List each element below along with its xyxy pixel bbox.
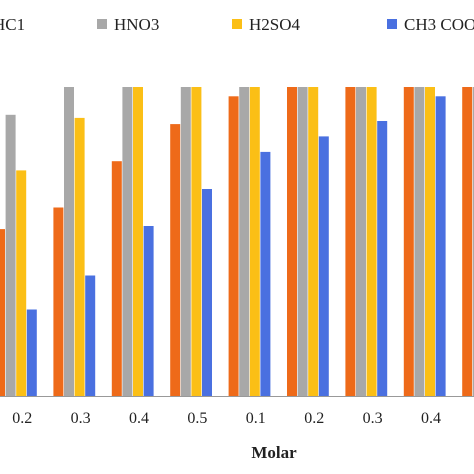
legend-swatch-ch3-cooh	[387, 19, 397, 29]
legend-label-ch3-cooh: CH3 COOH	[404, 15, 474, 34]
bar-ch3-cooh-0	[26, 309, 37, 396]
bar-h2so4-2	[133, 87, 143, 396]
bar-ch3-cooh-3	[202, 189, 212, 396]
bar-hc1-5	[287, 87, 297, 396]
bar-hc1-7	[403, 87, 414, 396]
bar-ch3-cooh-7	[435, 96, 446, 397]
bar-hno3-8	[472, 87, 474, 396]
x-tick-label: 0.2	[304, 410, 324, 427]
legend-label-hc1: HC1	[0, 15, 25, 34]
x-tick-label: 0.1	[246, 410, 266, 427]
bar-hno3-0	[5, 114, 16, 397]
bar-hno3-4	[239, 87, 250, 396]
bar-h2so4-4	[249, 87, 260, 396]
bar-hc1-4	[228, 96, 239, 397]
bar-hc1-8	[462, 87, 473, 396]
bar-ch3-cooh-5	[318, 136, 329, 396]
bar-ch3-cooh-1	[85, 275, 96, 396]
bar-hno3-7	[414, 87, 425, 396]
bar-h2so4-3	[191, 87, 202, 396]
bars	[0, 87, 474, 397]
legend-label-h2so4: H2SO4	[249, 15, 301, 34]
bar-hc1-6	[345, 87, 356, 396]
x-tick-label: 0.4	[129, 410, 149, 427]
legend-swatch-h2so4	[232, 19, 242, 29]
bar-ch3-cooh-6	[377, 121, 388, 396]
bar-hno3-3	[180, 87, 191, 396]
bar-h2so4-7	[425, 87, 435, 396]
bar-hno3-5	[297, 87, 308, 396]
x-tick-labels: 0.20.30.40.50.10.20.30.40.5	[12, 410, 441, 427]
bar-hno3-2	[122, 87, 133, 396]
x-tick-label: 0.4	[421, 410, 441, 427]
bar-ch3-cooh-2	[143, 226, 154, 396]
x-axis-title: Molar	[251, 443, 297, 462]
legend-label-hno3: HNO3	[114, 15, 159, 34]
bar-hc1-0	[0, 229, 5, 396]
x-tick-label: 0.2	[12, 410, 32, 427]
bar-hc1-2	[111, 161, 122, 396]
bar-hno3-6	[356, 87, 366, 396]
bar-h2so4-1	[74, 117, 85, 397]
x-tick-label: 0.3	[363, 410, 383, 427]
bar-hno3-1	[64, 87, 74, 396]
x-tick-label: 0.3	[71, 410, 91, 427]
bar-hc1-1	[53, 207, 64, 396]
bar-h2so4-6	[366, 87, 377, 396]
bar-hc1-3	[170, 124, 181, 396]
bar-ch3-cooh-4	[260, 151, 271, 396]
bar-h2so4-0	[16, 170, 27, 396]
legend: HC1 HNO3 H2SO4 CH3 COOH	[0, 15, 474, 34]
legend-swatch-hno3	[97, 19, 107, 29]
bar-h2so4-5	[308, 87, 319, 396]
x-tick-label: 0.5	[187, 410, 207, 427]
